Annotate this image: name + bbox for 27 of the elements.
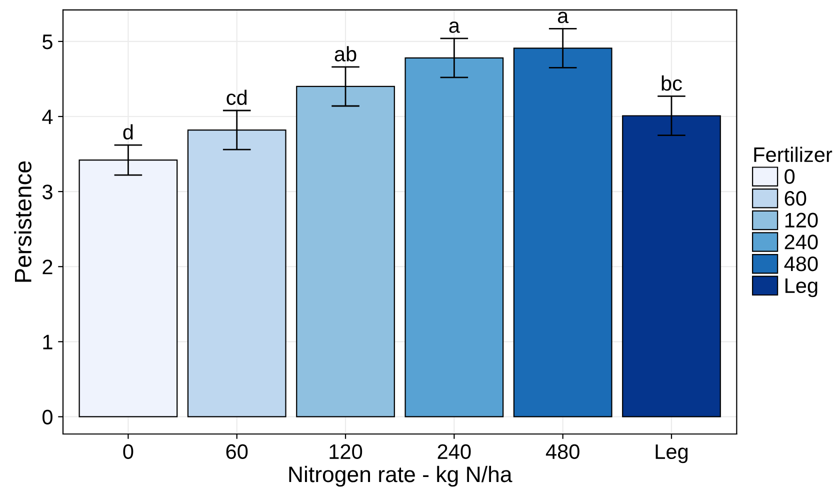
x-tick-label: 120	[330, 444, 362, 460]
y-tick-label: 2	[42, 260, 52, 274]
y-tick-label: 0	[42, 410, 52, 424]
x-tick-label: Leg	[656, 444, 688, 464]
y-axis-title: Persistence	[14, 161, 32, 282]
x-axis-title: Nitrogen rate - kg N/ha	[289, 466, 512, 487]
annotation: d	[123, 124, 133, 140]
annotation: ab	[334, 46, 356, 62]
x-tick-label: 60	[226, 444, 248, 460]
legend-title: Fertilizer	[754, 146, 832, 162]
y-tick-label: 5	[42, 34, 52, 50]
legend-label: 60	[784, 190, 806, 206]
legend-label: 120	[785, 212, 818, 228]
y-tick-label: 4	[42, 110, 53, 124]
y-tick-label: 3	[42, 184, 52, 200]
x-tick-label: 240	[438, 444, 471, 460]
legend-label: 480	[784, 256, 818, 272]
x-tick-label: 0	[123, 444, 134, 460]
legend-label: Leg	[786, 278, 818, 298]
annotation: a	[558, 12, 569, 24]
y-tick-label: 1	[43, 334, 52, 350]
legend-label: 0	[784, 169, 795, 184]
annotation: cd	[226, 90, 247, 105]
legend-label: 240	[784, 234, 818, 250]
annotation: a	[449, 22, 460, 33]
annotation: bc	[662, 75, 682, 91]
x-tick-label: 480	[546, 444, 580, 460]
